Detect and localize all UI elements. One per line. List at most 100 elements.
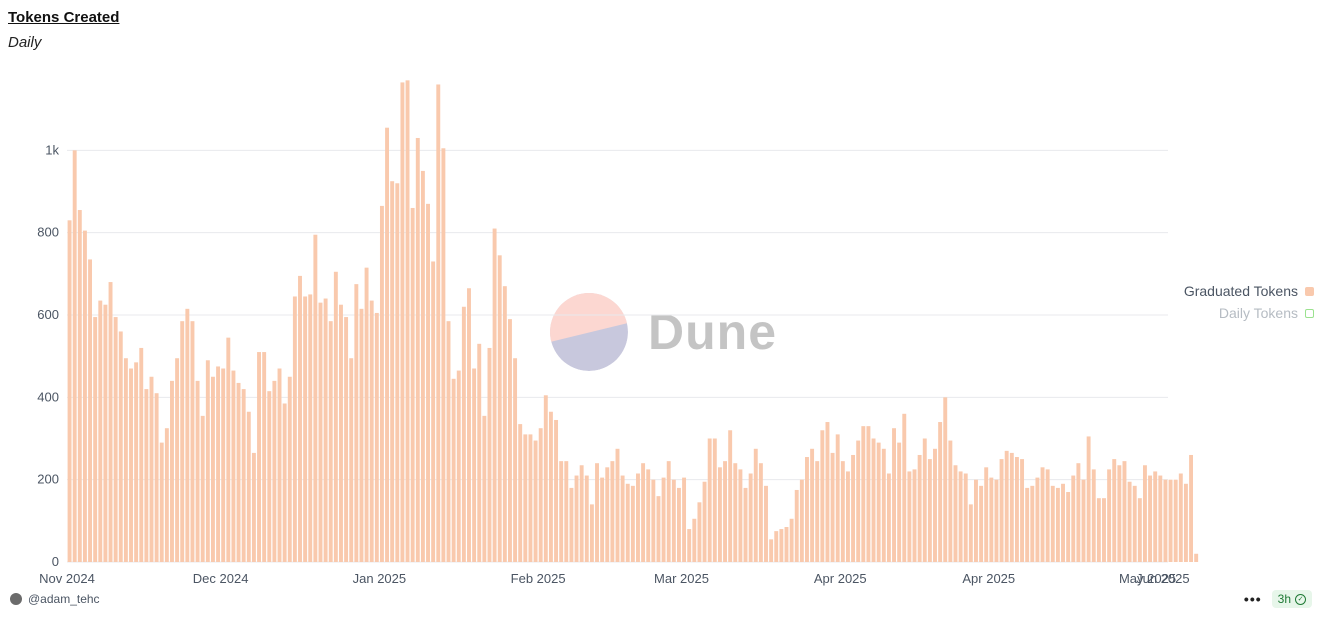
- bar: [1102, 498, 1106, 562]
- refresh-interval: 3h: [1277, 592, 1291, 606]
- bar: [707, 438, 712, 562]
- bar: [989, 477, 994, 562]
- bar: [651, 479, 656, 562]
- bar: [93, 317, 98, 562]
- bar: [554, 419, 559, 562]
- bar: [595, 463, 599, 562]
- bar: [805, 457, 809, 562]
- bar: [1173, 479, 1178, 562]
- bar: [948, 440, 953, 562]
- bar: [1117, 465, 1122, 562]
- bar: [764, 485, 768, 562]
- avatar-icon: [10, 593, 22, 605]
- bar: [559, 461, 564, 562]
- bar: [564, 461, 569, 562]
- bar: [277, 368, 282, 562]
- bar: [1122, 461, 1127, 562]
- bar: [584, 475, 589, 562]
- bar: [118, 331, 123, 562]
- bar: [159, 442, 164, 562]
- bar: [461, 306, 466, 562]
- check-circle-icon: ✓: [1295, 593, 1306, 605]
- bar: [272, 380, 277, 562]
- bar: [1076, 463, 1081, 562]
- y-tick-label: 800: [37, 225, 59, 240]
- bar: [615, 448, 620, 562]
- bar: [441, 148, 446, 562]
- bar: [1086, 436, 1091, 562]
- bar: [1178, 473, 1183, 562]
- bar: [943, 397, 948, 562]
- bar: [748, 473, 753, 562]
- bar: [1040, 467, 1045, 562]
- bar: [933, 448, 937, 562]
- bar: [1035, 477, 1040, 562]
- bar: [636, 473, 640, 562]
- bar: [1091, 469, 1096, 562]
- watermark-text: Dune: [648, 304, 777, 360]
- bar: [354, 284, 359, 562]
- legend-swatch-icon: [1305, 286, 1314, 296]
- bar: [108, 282, 113, 562]
- bar: [574, 475, 579, 562]
- bar: [917, 454, 922, 562]
- bar: [103, 304, 108, 562]
- legend-item-graduated-tokens[interactable]: Graduated Tokens: [1184, 280, 1314, 302]
- bar: [666, 461, 671, 562]
- bar: [431, 261, 436, 562]
- bar: [825, 422, 830, 562]
- bar: [866, 426, 871, 562]
- bar: [1050, 485, 1055, 562]
- bar: [856, 440, 861, 562]
- chart-title[interactable]: Tokens Created: [8, 9, 120, 26]
- bar: [881, 448, 886, 562]
- bar: [1096, 498, 1101, 562]
- bar: [569, 487, 574, 562]
- bar: [779, 529, 784, 562]
- bar: [1194, 553, 1199, 562]
- bar: [451, 378, 456, 562]
- bar: [518, 424, 523, 562]
- bar: [374, 312, 379, 562]
- bar: [154, 393, 159, 562]
- bar: [477, 343, 482, 562]
- bar: [251, 452, 256, 562]
- bar: [543, 395, 548, 562]
- bar: [1148, 475, 1153, 562]
- bar: [492, 228, 497, 563]
- bar: [82, 230, 87, 562]
- bar: [723, 461, 727, 562]
- bar: [282, 403, 287, 562]
- x-tick-label: Apr 2025: [962, 571, 1015, 586]
- bar: [1081, 479, 1086, 562]
- bar: [246, 411, 251, 562]
- bar: [815, 461, 820, 562]
- bar: [738, 469, 743, 562]
- bar: [144, 389, 149, 562]
- author-credit[interactable]: @adam_tehc: [10, 592, 100, 606]
- refresh-badge[interactable]: 3h ✓: [1271, 590, 1312, 608]
- bar: [328, 321, 333, 562]
- bar: [359, 308, 364, 562]
- bar: [67, 220, 72, 563]
- bar: [77, 210, 82, 562]
- bar: [886, 473, 891, 562]
- bar: [907, 471, 912, 562]
- bar: [400, 82, 405, 563]
- bar: [339, 304, 343, 562]
- legend-item-daily-tokens[interactable]: Daily Tokens: [1184, 302, 1314, 324]
- bar: [697, 502, 702, 562]
- bar: [303, 296, 308, 562]
- bar: [548, 411, 553, 562]
- more-horizontal-icon[interactable]: •••: [1243, 591, 1262, 607]
- author-name: @adam_tehc: [28, 592, 100, 606]
- bar: [298, 275, 302, 562]
- bar: [226, 337, 231, 562]
- bar: [497, 255, 502, 562]
- bar: [467, 288, 471, 562]
- bar: [287, 376, 292, 562]
- bar: [533, 440, 538, 562]
- bar: [472, 368, 477, 562]
- bar: [528, 434, 533, 562]
- bar: [1071, 475, 1076, 562]
